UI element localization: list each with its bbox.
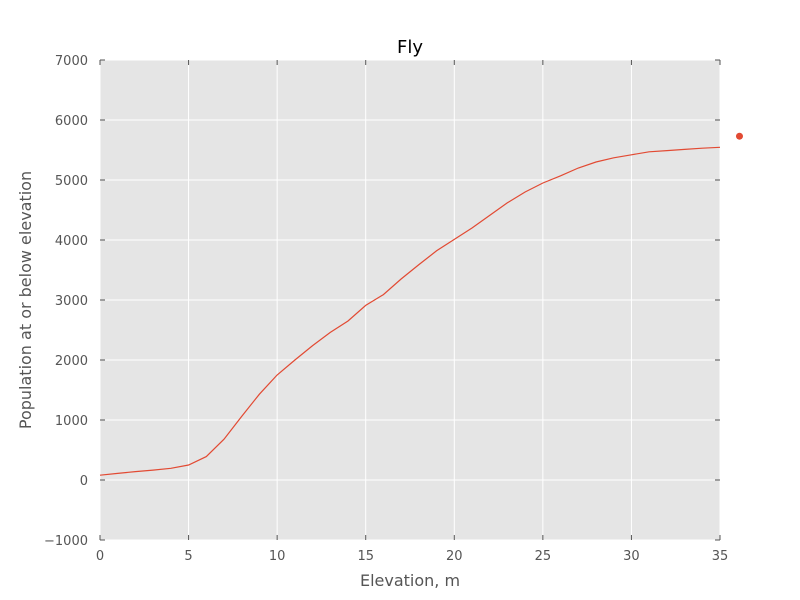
y-axis-label: Population at or below elevation [16, 171, 35, 429]
series-layer [99, 132, 743, 476]
series-line [99, 146, 721, 476]
y-tick-label: 5000 [55, 174, 88, 189]
tick-labels: 0 5 10 15 20 25 30 35 −1000 0 1000 2000 3000 4000 5000… [44, 54, 728, 564]
y-tick-label: 3000 [55, 294, 88, 309]
y-tick-label: 1000 [55, 414, 88, 429]
x-tick-label: 15 [357, 549, 374, 564]
grid-lines [99, 59, 721, 541]
data-point [735, 132, 743, 140]
x-tick-label: 10 [269, 549, 286, 564]
chart-title: Fly [397, 37, 423, 58]
x-tick-label: 35 [712, 549, 729, 564]
x-tick-label: 5 [184, 549, 192, 564]
x-tick-label: 0 [96, 549, 104, 564]
y-tick-label: 6000 [55, 114, 88, 129]
axis-ticks [99, 59, 721, 541]
y-tick-label: −1000 [44, 534, 88, 549]
y-tick-label: 4000 [55, 234, 88, 249]
y-tick-label: 0 [80, 474, 88, 489]
x-tick-label: 30 [623, 549, 640, 564]
y-tick-label: 2000 [55, 354, 88, 369]
y-tick-label: 7000 [55, 54, 88, 69]
x-tick-label: 20 [446, 549, 463, 564]
x-axis-label: Elevation, m [360, 571, 460, 590]
x-tick-label: 25 [535, 549, 552, 564]
